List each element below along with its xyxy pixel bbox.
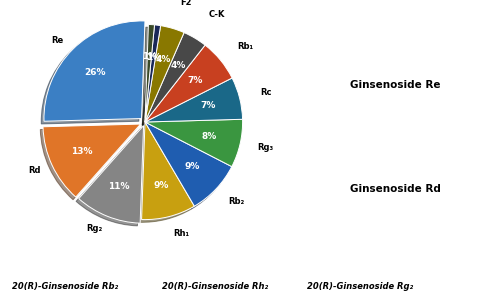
Text: 7%: 7% <box>200 102 216 110</box>
Wedge shape <box>142 122 195 220</box>
Text: 4%: 4% <box>171 61 186 70</box>
Text: Rb₁: Rb₁ <box>237 42 253 51</box>
Text: C-K: C-K <box>209 10 226 19</box>
Text: Rc: Rc <box>260 88 272 97</box>
Wedge shape <box>145 78 242 122</box>
Wedge shape <box>43 124 140 197</box>
Text: Re: Re <box>52 36 64 45</box>
Text: 9%: 9% <box>185 163 200 171</box>
Text: 1%: 1% <box>146 53 161 62</box>
Text: 20(R)-Ginsenoside Rb₂: 20(R)-Ginsenoside Rb₂ <box>12 282 118 291</box>
Text: 7%: 7% <box>188 76 203 85</box>
Wedge shape <box>79 126 144 223</box>
Text: 13%: 13% <box>70 147 92 156</box>
Wedge shape <box>44 21 145 121</box>
Text: 11%: 11% <box>108 182 130 191</box>
Text: Rh₁: Rh₁ <box>174 229 190 238</box>
Wedge shape <box>145 33 205 122</box>
Wedge shape <box>145 25 160 122</box>
Text: 20(R)-Ginsenoside Rg₂: 20(R)-Ginsenoside Rg₂ <box>307 282 413 291</box>
Text: 8%: 8% <box>201 132 216 141</box>
Text: 9%: 9% <box>154 181 168 190</box>
Wedge shape <box>145 24 154 122</box>
Text: 1%: 1% <box>142 52 157 61</box>
Text: Ginsenoside Re: Ginsenoside Re <box>350 81 440 90</box>
Wedge shape <box>145 119 242 167</box>
Text: Rg₂: Rg₂ <box>86 224 102 233</box>
Text: Ginsenoside Rd: Ginsenoside Rd <box>350 184 440 194</box>
Text: 26%: 26% <box>84 68 106 77</box>
Wedge shape <box>145 26 184 122</box>
Text: 4%: 4% <box>156 55 171 64</box>
Text: Rb₂: Rb₂ <box>228 197 245 206</box>
Text: Rg₃: Rg₃ <box>258 143 274 152</box>
Wedge shape <box>145 45 232 122</box>
Text: F2: F2 <box>180 0 192 7</box>
Text: Rd: Rd <box>28 166 40 175</box>
Text: 20(R)-Ginsenoside Rh₂: 20(R)-Ginsenoside Rh₂ <box>162 282 268 291</box>
Wedge shape <box>145 122 232 206</box>
